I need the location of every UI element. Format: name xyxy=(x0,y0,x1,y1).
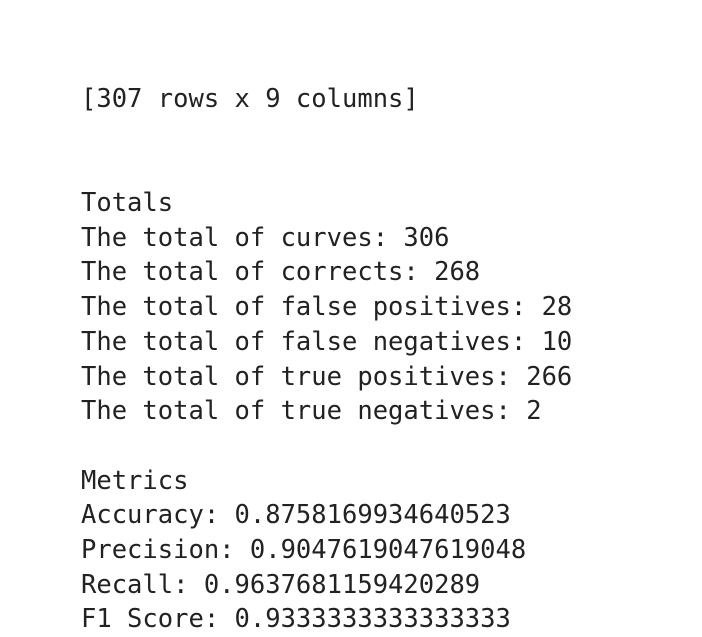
output-line: Accuracy: 0.8758169934640523 xyxy=(81,500,511,531)
section-title: Totals xyxy=(81,188,174,219)
section-title: Metrics xyxy=(81,465,189,496)
output-line: The total of curves: 306 xyxy=(81,222,450,253)
output-line: The total of corrects: 268 xyxy=(81,257,481,288)
output-line: The total of false negatives: 10 xyxy=(81,326,573,357)
output-line: The total of true positives: 266 xyxy=(81,361,573,392)
output-header: [307 rows x 9 columns] xyxy=(81,84,419,114)
console-output: [307 rows x 9 columns] Totals The total o… xyxy=(81,13,572,637)
output-line: Recall: 0.9637681159420289 xyxy=(81,569,481,600)
page: [307 rows x 9 columns] Totals The total o… xyxy=(81,84,573,635)
output-line: F1 Score: 0.9333333333333333 xyxy=(81,604,511,635)
output-line: The total of false positives: 28 xyxy=(81,292,573,323)
output-line: The total of true negatives: 2 xyxy=(81,396,542,427)
output-line: Precision: 0.9047619047619048 xyxy=(81,534,527,565)
